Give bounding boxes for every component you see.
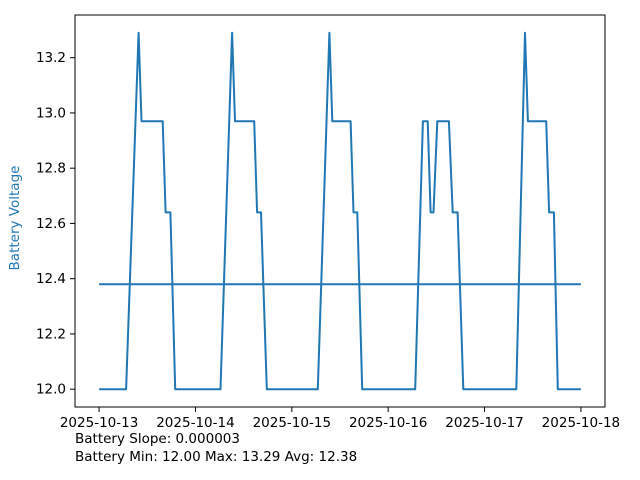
y-tick-label: 12.4 [36, 271, 66, 287]
x-tick-label: 2025-10-14 [156, 415, 234, 431]
y-tick-label: 12.6 [36, 216, 66, 232]
plot-frame [74, 14, 606, 408]
x-tick-label: 2025-10-18 [542, 415, 620, 431]
y-tick-label: 12.0 [36, 382, 66, 398]
stats-minmax-text: Battery Min: 12.00 Max: 13.29 Avg: 12.38 [75, 449, 358, 465]
battery-voltage-line [99, 31, 581, 391]
stats-slope-text: Battery Slope: 0.000003 [75, 431, 240, 447]
x-tick-label: 2025-10-15 [253, 415, 331, 431]
x-tick-label: 2025-10-16 [349, 415, 427, 431]
y-tick-label: 12.8 [36, 161, 66, 177]
x-tick-label: 2025-10-13 [60, 415, 138, 431]
y-tick-label: 13.2 [36, 50, 66, 66]
y-tick-label: 13.0 [36, 105, 66, 121]
y-tick-label: 12.2 [36, 326, 66, 342]
x-tick-label: 2025-10-17 [445, 415, 523, 431]
